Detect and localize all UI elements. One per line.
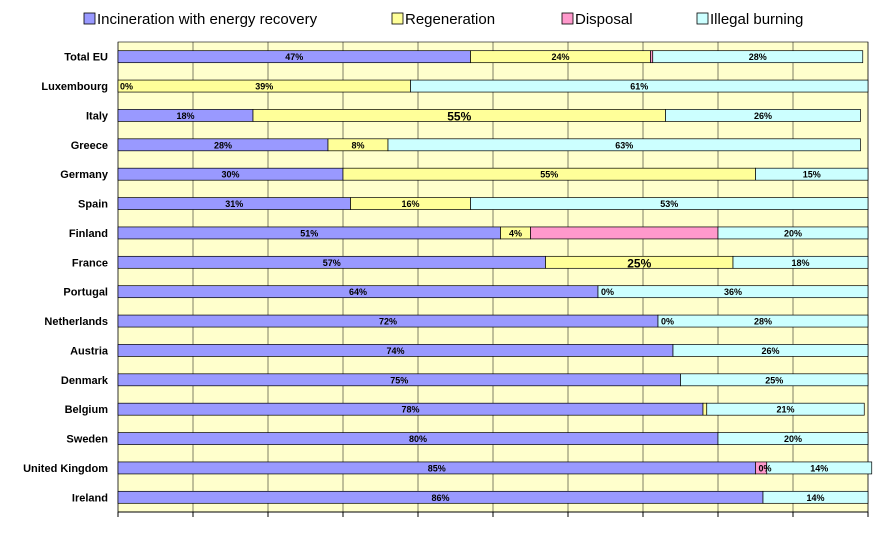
legend-item-incineration-with-energy-recovery: Incineration with energy recovery [83,11,318,28]
bar-france-illegal-burning [732,255,869,269]
value-label-portugal-illegal-burning: 36% [724,287,742,297]
legend-swatch [83,12,96,25]
category-label-spain: Spain [78,199,108,211]
category-label-finland: Finland [69,228,108,240]
value-label-netherlands-illegal-burning: 28% [754,317,772,327]
value-label-spain-incineration-with-energy-recovery: 31% [225,199,243,209]
bar-finland-disposal [530,226,719,240]
value-label-italy-illegal-burning: 26% [754,111,772,121]
value-label-finland-regeneration: 4% [509,228,522,238]
bar-total-eu-illegal-burning [652,50,864,64]
legend-item-regeneration: Regeneration [391,11,495,28]
legend-label: Regeneration [405,11,495,28]
category-label-greece: Greece [71,140,108,152]
value-label-germany-illegal-burning: 15% [803,170,821,180]
value-label-france-regeneration: 25% [627,256,651,270]
bar-belgium-regeneration [702,402,708,416]
category-label-france: France [72,257,108,269]
category-label-united-kingdom: United Kingdom [23,463,108,475]
bar-ireland-illegal-burning [762,490,869,504]
value-label-denmark-incineration-with-energy-recovery: 75% [390,375,408,385]
legend: Incineration with energy recovery Regener… [83,11,803,28]
value-label-portugal-zero: 0% [601,287,614,297]
value-label-luxembourg-regeneration: 39% [255,82,273,92]
value-label-belgium-illegal-burning: 21% [776,405,794,415]
value-label-austria-incineration-with-energy-recovery: 74% [386,346,404,356]
value-label-sweden-illegal-burning: 20% [784,434,802,444]
value-label-spain-illegal-burning: 53% [660,199,678,209]
category-label-netherlands: Netherlands [44,316,108,328]
value-label-finland-illegal-burning: 20% [784,228,802,238]
value-label-germany-regeneration: 55% [540,170,558,180]
value-label-sweden-incineration-with-energy-recovery: 80% [409,434,427,444]
bar-luxembourg-illegal-burning [410,79,869,93]
value-label-united-kingdom-incineration-with-energy-recovery: 85% [428,463,446,473]
legend-item-disposal: Disposal [561,11,633,28]
bar-denmark-illegal-burning [680,373,869,387]
value-label-france-illegal-burning: 18% [791,258,809,268]
value-label-netherlands-zero: 0% [661,317,674,327]
bar-greece-illegal-burning [387,138,861,152]
category-label-austria: Austria [70,345,109,357]
legend-swatch [391,12,404,25]
value-label-luxembourg-illegal-burning: 61% [630,82,648,92]
category-label-germany: Germany [60,169,109,181]
legend-label: Incineration with energy recovery [97,11,318,28]
bar-belgium-illegal-burning [706,402,865,416]
bars [117,50,873,504]
bar-italy-illegal-burning [665,109,861,122]
bar-united-kingdom-illegal-burning [766,461,873,475]
value-label-italy-incineration-with-energy-recovery: 18% [176,111,194,121]
value-label-denmark-illegal-burning: 25% [765,375,783,385]
value-label-united-kingdom-illegal-burning: 14% [810,463,828,473]
bar-sweden-illegal-burning [717,432,869,445]
value-label-spain-regeneration: 16% [401,199,419,209]
value-label-total-eu-regeneration: 24% [551,52,569,62]
value-label-portugal-incineration-with-energy-recovery: 64% [349,287,367,297]
value-label-united-kingdom-zero: 0% [759,463,772,473]
bar-netherlands-illegal-burning [657,314,869,328]
bar-germany-illegal-burning [755,167,869,181]
legend-swatch [561,12,574,25]
legend-label: Illegal burning [710,11,803,28]
value-label-total-eu-incineration-with-energy-recovery: 47% [285,52,303,62]
value-label-greece-incineration-with-energy-recovery: 28% [214,140,232,150]
x-axis [117,511,869,517]
legend-item-illegal-burning: Illegal burning [696,11,803,28]
value-label-greece-illegal-burning: 63% [615,140,633,150]
bar-finland-illegal-burning [717,226,869,240]
value-label-ireland-incineration-with-energy-recovery: 86% [431,493,449,503]
bar-austria-illegal-burning [672,344,869,357]
bar-portugal-illegal-burning [597,285,869,299]
legend-swatch [696,12,709,25]
category-label-belgium: Belgium [65,404,109,416]
value-label-netherlands-incineration-with-energy-recovery: 72% [379,317,397,327]
category-label-denmark: Denmark [61,375,109,387]
category-label-sweden: Sweden [66,434,108,446]
category-label-luxembourg: Luxembourg [41,81,108,93]
category-label-portugal: Portugal [63,287,108,299]
value-label-italy-regeneration: 55% [447,109,471,123]
value-label-finland-incineration-with-energy-recovery: 51% [300,228,318,238]
category-label-total-eu: Total EU [64,52,108,64]
value-label-belgium-incineration-with-energy-recovery: 78% [401,405,419,415]
value-label-austria-illegal-burning: 26% [761,346,779,356]
category-labels: Total EU Luxembourg Italy Greece Germany Spai… [23,52,109,505]
value-label-germany-incineration-with-energy-recovery: 30% [221,170,239,180]
bar-spain-illegal-burning [470,197,869,210]
legend-label: Disposal [575,11,633,28]
value-label-luxembourg-zero: 0% [120,82,133,92]
category-label-ireland: Ireland [72,492,108,504]
value-labels: 47% 24% 28% 39% 61% 0% 18% 55% 26% 28% 8% 63% 30% 55%… [120,52,828,503]
category-label-italy: Italy [86,110,109,122]
value-label-france-incineration-with-energy-recovery: 57% [323,258,341,268]
value-label-greece-regeneration: 8% [351,140,364,150]
value-label-total-eu-illegal-burning: 28% [749,52,767,62]
value-label-ireland-illegal-burning: 14% [806,493,824,503]
